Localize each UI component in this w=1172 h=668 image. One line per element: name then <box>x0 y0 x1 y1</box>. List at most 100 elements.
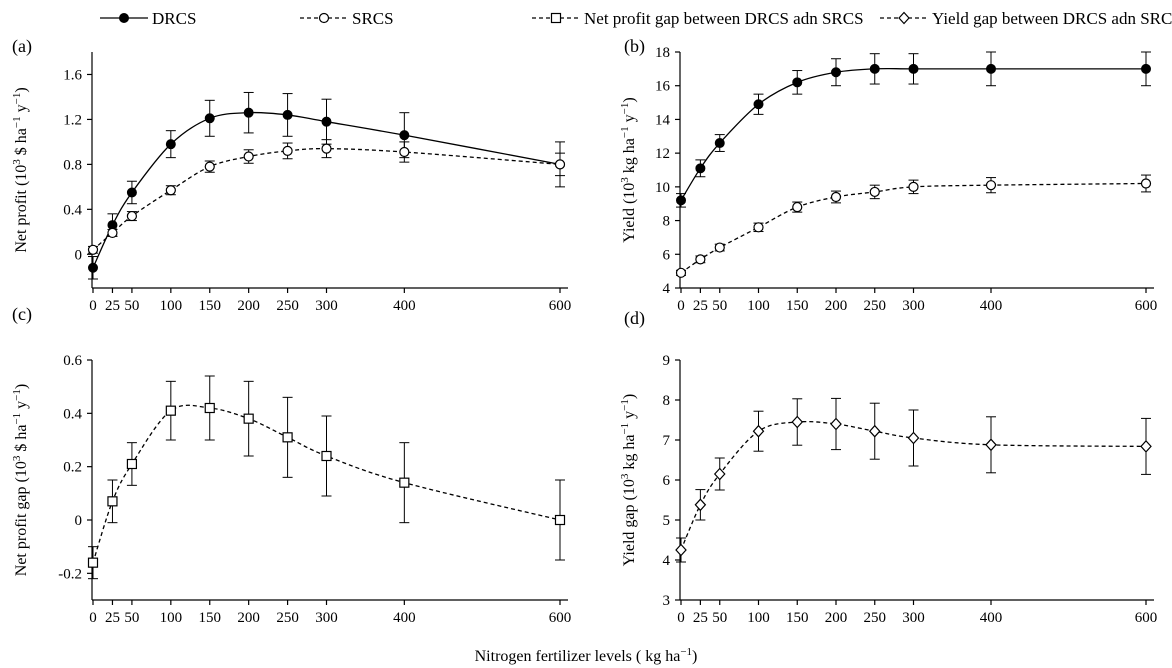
y-axis-label: Yield gap (103 kg ha−1 y−1) <box>619 394 638 566</box>
x-tick-label: 50 <box>712 610 727 626</box>
panel: 0 0.4 0.8 1.2 1.6 0 25 50 100 150 200 250 300 400 600 (… <box>11 36 571 314</box>
legend-marker <box>898 11 910 25</box>
x-tick-label: 150 <box>199 298 222 314</box>
y-axis-label: Net profit (103 $ ha−1 y−1) <box>11 87 30 252</box>
data-point <box>1140 440 1152 453</box>
y-tick-label: 0 <box>75 513 83 529</box>
data-point <box>831 67 841 78</box>
x-tick-label: 300 <box>902 298 925 314</box>
data-point <box>87 244 99 255</box>
data-point <box>908 181 919 192</box>
common-x-axis-label: Nitrogen fertilizer levels ( kg ha−1) <box>475 646 698 665</box>
data-point <box>830 417 842 431</box>
data-point <box>399 130 410 141</box>
x-tick-label: 250 <box>276 298 299 314</box>
y-tick-label: 1.6 <box>63 67 82 83</box>
legend-label: DRCS <box>152 9 196 28</box>
y-tick-label: 0.4 <box>63 202 82 218</box>
data-point <box>830 191 842 203</box>
data-point <box>107 227 118 239</box>
x-tick-label: 100 <box>160 610 183 626</box>
data-point <box>399 477 410 488</box>
series <box>87 139 566 255</box>
series <box>675 397 1152 563</box>
data-point <box>753 99 764 110</box>
y-tick-label: 0 <box>75 247 83 263</box>
x-tick-label: 300 <box>315 610 338 626</box>
data-point <box>282 109 293 120</box>
x-tick-label: 600 <box>549 298 572 314</box>
data-point <box>907 431 920 445</box>
data-point <box>792 77 803 88</box>
x-tick-label: 400 <box>980 610 1003 626</box>
data-point <box>675 543 687 557</box>
x-tick-label: 50 <box>124 610 139 626</box>
series-line <box>92 404 561 563</box>
x-tick-label: 100 <box>747 298 770 314</box>
y-tick-label: 16 <box>655 79 671 95</box>
legend-item: Net profit gap between DRCS adn SRCS <box>532 9 864 28</box>
legend: DRCS SRCS Net profit gap between DRCS adn … <box>100 9 1172 28</box>
x-tick-label: 250 <box>276 610 299 626</box>
y-tick-label: 6 <box>663 247 671 263</box>
x-tick-label: 600 <box>1135 610 1158 626</box>
data-point <box>165 185 176 196</box>
x-tick-label: 400 <box>980 298 1003 314</box>
data-point <box>204 402 215 414</box>
data-point <box>753 222 764 233</box>
y-tick-label: 7 <box>663 433 671 449</box>
data-point <box>107 496 118 507</box>
data-point <box>869 63 880 74</box>
data-point <box>88 262 98 273</box>
x-tick-label: 50 <box>712 298 727 314</box>
data-point <box>204 161 215 172</box>
y-tick-label: 1.2 <box>63 112 82 128</box>
data-point <box>714 138 725 149</box>
series-line <box>92 147 561 251</box>
panel: 3 4 5 6 7 8 9 0 25 50 100 150 200 250 300 400 600 (d) Yiel… <box>619 308 1157 626</box>
y-tick-label: 3 <box>663 593 671 609</box>
y-tick-label: 12 <box>655 146 670 162</box>
series <box>675 174 1152 278</box>
data-point <box>1140 178 1152 189</box>
x-tick-label: 0 <box>677 610 685 626</box>
x-tick-label: 100 <box>747 610 770 626</box>
x-tick-label: 200 <box>237 298 260 314</box>
legend-marker <box>318 12 330 24</box>
data-point <box>695 254 706 265</box>
panel-label: (d) <box>624 308 645 329</box>
x-tick-label: 400 <box>393 298 416 314</box>
x-tick-label: 0 <box>89 298 97 314</box>
data-point <box>985 180 997 191</box>
y-tick-label: 6 <box>663 473 671 489</box>
x-tick-label: 200 <box>825 298 848 314</box>
y-tick-label: 14 <box>655 112 671 128</box>
data-point <box>1141 63 1151 74</box>
y-tick-label: 0.2 <box>63 460 82 476</box>
y-axis-label: Yield (103 kg ha−1 y−1) <box>619 97 638 242</box>
data-point <box>554 159 566 170</box>
series <box>88 91 565 280</box>
panels: 00.40.81.21.60 25 50 100 150 200 250 300 400 600(… <box>11 36 1157 626</box>
y-tick-label: 10 <box>655 180 670 196</box>
data-point <box>985 438 997 452</box>
legend-item: DRCS <box>100 9 196 28</box>
data-point <box>554 514 566 526</box>
series <box>676 51 1151 208</box>
x-tick-label: 25 <box>105 298 120 314</box>
data-point <box>204 113 215 124</box>
data-point <box>321 116 332 127</box>
x-tick-label: 25 <box>105 610 120 626</box>
y-tick-label: 4 <box>663 553 671 569</box>
legend-marker <box>119 13 129 23</box>
data-point <box>694 498 707 512</box>
y-tick-label: 0.4 <box>63 406 82 422</box>
x-tick-label: 150 <box>786 298 809 314</box>
data-point <box>399 146 410 158</box>
data-point <box>986 63 996 74</box>
y-tick-label: -0.2 <box>58 566 82 582</box>
y-axis-label: Net profit gap (103 $ ha−1 y−1) <box>11 384 30 576</box>
data-point <box>87 557 99 568</box>
data-point <box>713 467 726 481</box>
